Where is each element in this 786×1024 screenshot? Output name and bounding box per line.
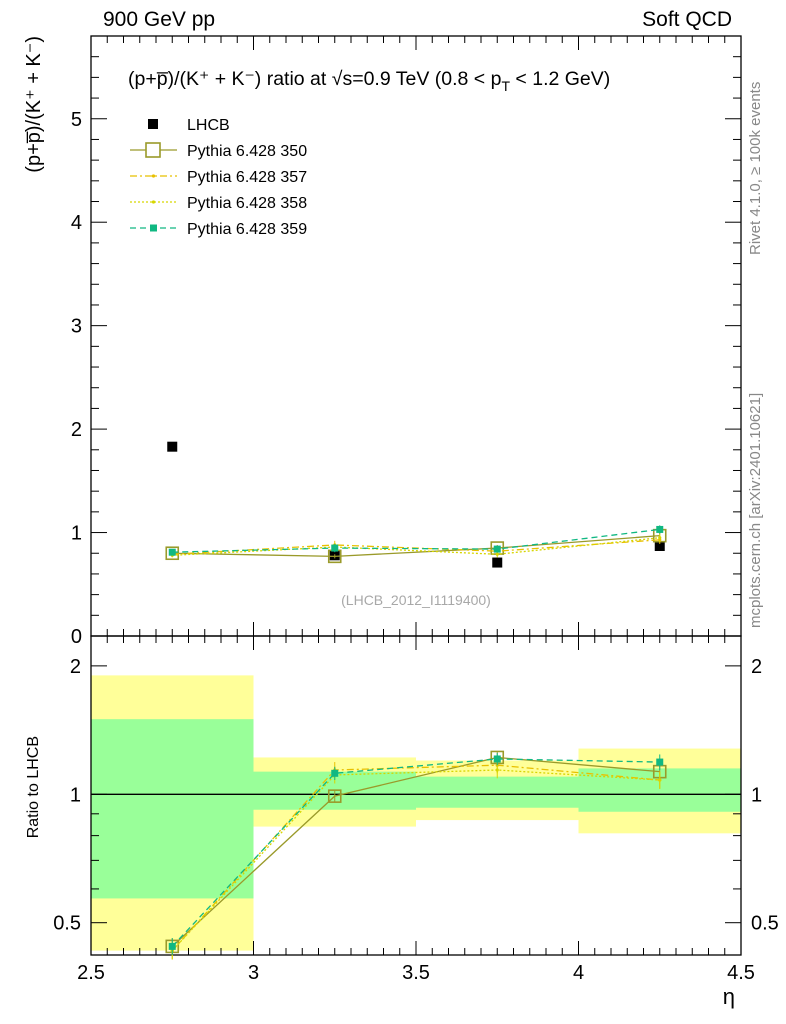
marker xyxy=(495,768,499,772)
reference-point xyxy=(492,557,503,568)
y-tick-label: 1 xyxy=(71,523,82,545)
legend-marker-2 xyxy=(151,200,156,204)
marker xyxy=(331,769,339,777)
marker xyxy=(168,942,176,950)
x-tick-label: 2.5 xyxy=(77,962,105,984)
upper-title: (p+p̅)/(K⁺ + K⁻) ratio at √s=0.9 TeV (0.… xyxy=(128,68,610,94)
band-green-0 xyxy=(91,719,254,899)
legend-marker-reference xyxy=(148,119,158,129)
x-tick-label: 4.5 xyxy=(727,962,755,984)
reference-point xyxy=(654,541,665,551)
y-tick-label: 2 xyxy=(71,419,82,441)
upper-panel-axes: 0 1 2 3 4 5 xyxy=(71,35,742,648)
series-line xyxy=(171,758,660,947)
marker xyxy=(327,789,342,803)
marker xyxy=(658,536,662,540)
series-line xyxy=(172,535,660,557)
x-tick-label: 3.5 xyxy=(402,962,430,984)
y-tick-label: 1 xyxy=(70,784,81,806)
category-label: Soft QCD xyxy=(642,8,732,31)
series-line xyxy=(171,764,660,952)
y-tick-label-right: 2 xyxy=(751,656,762,678)
marker xyxy=(656,758,664,766)
y-tick-label: 0 xyxy=(71,626,82,648)
marker xyxy=(168,548,176,556)
marker xyxy=(493,545,501,553)
legend-marker-3 xyxy=(150,224,157,232)
upper-series-3 xyxy=(168,525,664,556)
y-tick-label: 5 xyxy=(71,109,82,131)
x-tick-label: 4 xyxy=(573,962,584,984)
legend-marker-0 xyxy=(145,142,161,158)
marker xyxy=(495,552,499,556)
legend-label-0: Pythia 6.428 350 xyxy=(187,143,307,160)
legend-label-reference: LHCB xyxy=(187,117,230,134)
legend-label-2: Pythia 6.428 358 xyxy=(187,195,307,212)
marker xyxy=(493,755,501,763)
y-tick-label: 0.5 xyxy=(53,913,81,935)
marker xyxy=(165,546,180,561)
series-line xyxy=(172,528,660,553)
legend-marker-1 xyxy=(151,174,156,178)
upper-series-1 xyxy=(170,535,662,557)
y-tick-label-right: 1 xyxy=(751,784,762,806)
y-tick-label: 4 xyxy=(71,212,82,234)
legend-label-1: Pythia 6.428 357 xyxy=(187,169,307,186)
lower-panel-axes: 2.5 3 3.5 4 4.5 0.5 0.5 1 1 2 2 xyxy=(53,635,779,984)
analysis-label: (LHCB_2012_I1119400) xyxy=(341,592,491,608)
lower-series-3 xyxy=(168,752,664,955)
legend-label-3: Pythia 6.428 359 xyxy=(187,221,307,238)
lower-panel-series xyxy=(165,750,667,960)
series-line xyxy=(172,537,660,556)
marker xyxy=(658,778,662,782)
lower-uncertainty-bands xyxy=(91,675,741,951)
marker xyxy=(331,544,339,552)
series-line xyxy=(171,756,660,947)
lower-y-axis-label: Ratio to LHCB xyxy=(25,736,42,838)
energy-label: 900 GeV pp xyxy=(103,8,216,31)
series-line xyxy=(171,769,660,952)
upper-panel-series xyxy=(165,441,667,568)
reference-point xyxy=(167,441,178,452)
x-tick-label: 3 xyxy=(248,962,259,984)
y-tick-label-right: 0.5 xyxy=(751,913,779,935)
y-tick-label: 2 xyxy=(70,656,81,678)
upper-y-axis-label: (p+p̅)/(K⁺ + K⁻) xyxy=(23,36,45,173)
band-green-2 xyxy=(416,776,579,808)
marker xyxy=(656,525,664,533)
legend: LHCB Pythia 6.428 350 Pythia 6.428 357 Pyth… xyxy=(130,117,307,238)
y-tick-label: 3 xyxy=(71,316,82,338)
x-axis-label: η xyxy=(723,984,735,1009)
upper-series-0 xyxy=(165,528,667,564)
upper-series-2 xyxy=(170,533,662,558)
